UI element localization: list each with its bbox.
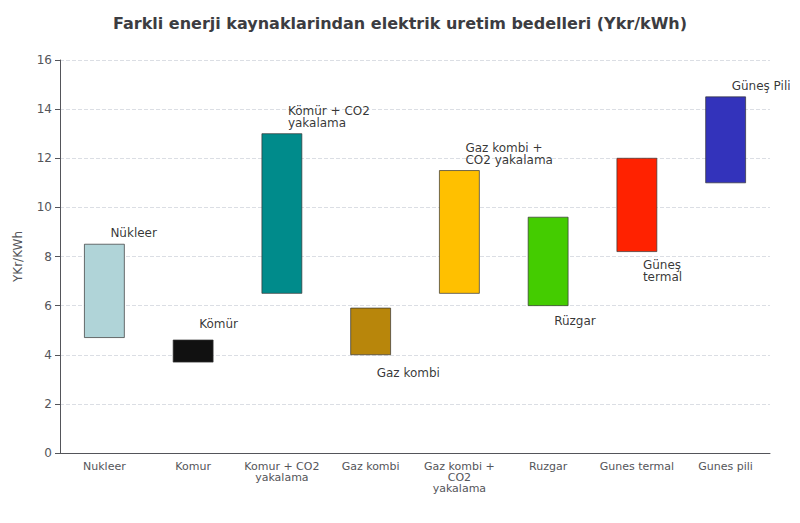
svg-text:8: 8 [44,250,52,264]
svg-text:Komur: Komur [175,460,211,473]
svg-text:Nükleer: Nükleer [110,226,157,240]
svg-text:CO2 yakalama: CO2 yakalama [465,153,553,167]
svg-text:termal: termal [643,270,682,284]
svg-text:10: 10 [37,200,52,214]
svg-text:6: 6 [44,299,52,313]
svg-text:12: 12 [37,151,52,165]
svg-text:14: 14 [37,102,52,116]
svg-text:Gaz kombi: Gaz kombi [377,366,440,380]
svg-text:yakalama: yakalama [255,471,308,484]
svg-text:Komur + CO2: Komur + CO2 [244,460,320,473]
svg-text:4: 4 [44,348,52,362]
svg-text:Kömür: Kömür [199,317,238,331]
svg-text:Güneş: Güneş [642,258,681,272]
svg-text:Farkli enerji kaynaklarindan e: Farkli enerji kaynaklarindan elektrik ur… [113,14,687,33]
svg-text:Gaz kombi: Gaz kombi [342,460,400,473]
svg-text:2: 2 [44,397,52,411]
svg-text:0: 0 [44,446,52,460]
svg-text:Gunes pili: Gunes pili [698,460,753,473]
svg-text:Gaz kombi +: Gaz kombi + [465,140,543,155]
svg-text:Gaz kombi +: Gaz kombi + [424,460,495,473]
svg-text:YKr/KWh: YKr/KWh [11,231,25,283]
svg-text:Rüzgar: Rüzgar [554,314,596,328]
svg-text:16: 16 [37,53,52,67]
svg-text:CO2: CO2 [447,471,471,484]
svg-text:Nukleer: Nukleer [83,460,126,473]
svg-text:Kömür + CO2: Kömür + CO2 [287,103,370,118]
svg-text:Gunes termal: Gunes termal [600,460,674,473]
svg-text:Ruzgar: Ruzgar [529,460,568,473]
svg-text:Güneş Pili: Güneş Pili [732,79,791,93]
svg-text:yakalama: yakalama [288,116,346,130]
svg-text:yakalama: yakalama [433,482,486,495]
